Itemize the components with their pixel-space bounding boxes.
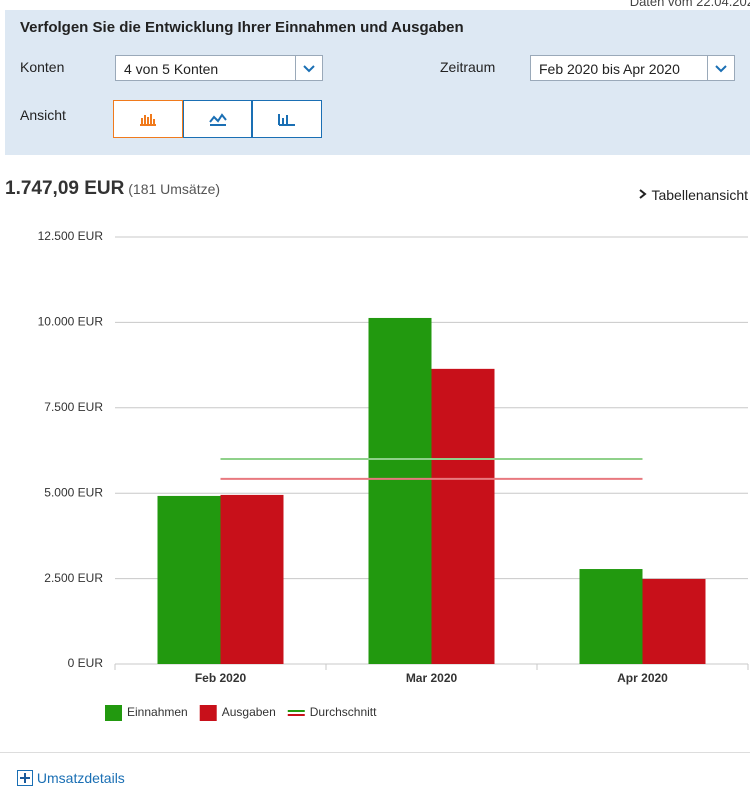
bar [579,569,643,664]
y-tick-label: 12.500 EUR [38,229,104,243]
plus-icon [17,770,33,786]
legend-label: Durchschnitt [310,705,377,719]
view-buttons [113,100,323,138]
bar-view-button[interactable] [113,100,183,138]
x-tick-label: Feb 2020 [195,671,247,685]
y-tick-label: 10.000 EUR [38,315,104,329]
chart: 0 EUR 2.500 EUR 5.000 EUR 7.500 EUR 10.000 E… [38,229,749,721]
accounts-select[interactable]: 4 von 5 Konten [115,55,323,81]
details-link-text: Umsatzdetails [36,770,125,786]
x-tick-label: Mar 2020 [406,671,458,685]
bar [642,578,706,664]
filter-title: Verfolgen Sie die Entwicklung Ihrer Einn… [20,19,464,36]
bar [431,368,495,664]
x-tick-label: Apr 2020 [617,671,668,685]
column-view-button[interactable] [252,100,323,138]
legend-label: Einnahmen [127,705,188,719]
bar [368,317,432,664]
view-label: Ansicht [20,107,66,123]
table-link[interactable]: Tabellenansicht [638,187,748,203]
accounts-label: Konten [20,59,65,75]
summary: 1.747,09 EUR (181 Umsätze) [5,178,220,200]
period-select[interactable]: Feb 2020 bis Apr 2020 [530,55,735,81]
dropdown-arrow [295,56,322,80]
legend-swatch [105,705,122,721]
period-label: Zeitraum [440,59,496,75]
chevron [639,189,647,199]
line-view-button[interactable] [182,100,253,138]
legend-swatch [199,705,217,721]
y-tick-label: 5.000 EUR [44,485,103,499]
y-tick-label: 2.500 EUR [44,571,103,585]
bar [157,495,221,664]
legend-label: Ausgaben [222,705,276,719]
bar [220,494,284,664]
summary-amount: 1.747,09 EUR [5,178,125,199]
accounts-value: 4 von 5 Konten [124,61,219,77]
dropdown-arrow [707,56,734,80]
summary-count: (181 Umsätze) [128,181,221,197]
y-tick-label: 7.500 EUR [44,400,103,414]
period-value: Feb 2020 bis Apr 2020 [539,61,680,77]
table-link-text: Tabellenansicht [651,187,748,203]
date-note: Daten vom 22.04.202 [629,0,750,9]
y-tick-label: 0 EUR [68,656,104,670]
details-link[interactable]: Umsatzdetails [17,770,125,786]
divider [0,752,750,753]
